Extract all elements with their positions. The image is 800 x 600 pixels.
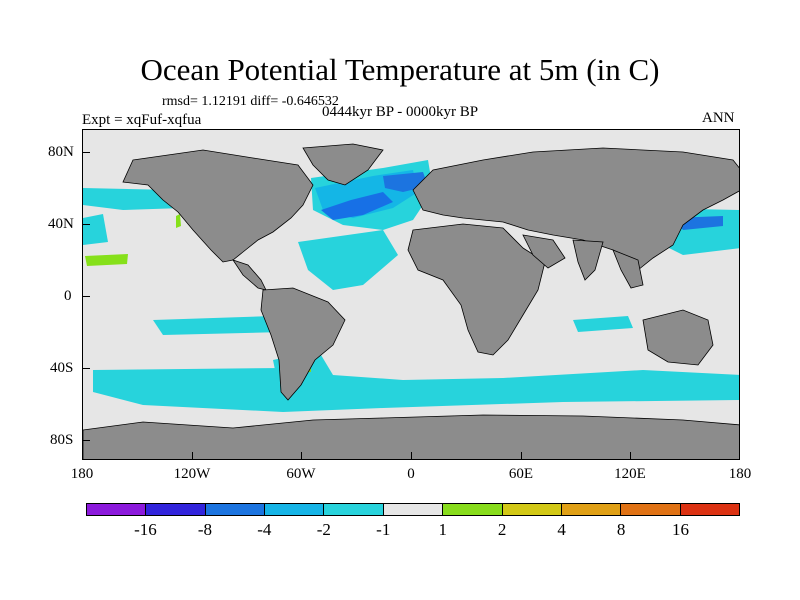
colorbar-label: -4: [257, 520, 272, 539]
lat-label-0: 0: [64, 288, 72, 304]
colorbar: [86, 503, 740, 516]
africa: [407, 223, 546, 356]
indian-subcontinent: [572, 239, 604, 281]
lon-label-120e: 120E: [614, 466, 646, 482]
southern-ocean-band: [93, 368, 739, 412]
lat-label-40n: 40N: [48, 216, 74, 232]
northeast-pacific-anomaly: [83, 214, 108, 245]
colorbar-swatch: [265, 504, 325, 515]
colorbar-swatch: [87, 504, 147, 515]
lat-tick: [82, 368, 90, 369]
lon-label-180w: 180: [70, 466, 94, 482]
colorbar-swatch: [680, 504, 739, 515]
lon-tick: [411, 452, 412, 460]
lat-tick: [82, 296, 90, 297]
lon-label-120w: 120W: [173, 466, 211, 482]
lat-label-80s: 80S: [50, 432, 74, 448]
stats-line: rmsd= 1.12191 diff= -0.646532: [162, 94, 339, 109]
australia: [642, 309, 714, 366]
colorbar-swatch: [561, 504, 622, 515]
arabian-peninsula: [522, 234, 566, 269]
lon-label-180e: 180: [728, 466, 752, 482]
north-america: [122, 149, 314, 263]
colorbar-label: 1: [438, 520, 447, 539]
lon-label-60e: 60E: [508, 466, 534, 482]
world-map: [83, 130, 739, 459]
north-atlantic-core-anomaly: [321, 192, 393, 220]
experiment-label: Expt = xqFuf-xqfua: [82, 112, 202, 128]
greenland: [302, 143, 384, 186]
indian-ocean-band: [573, 316, 633, 332]
lat-tick: [82, 152, 90, 153]
colorbar-label: -16: [134, 520, 157, 539]
colorbar-swatch: [383, 504, 444, 515]
lon-tick: [630, 452, 631, 460]
colorbar-label: -1: [376, 520, 391, 539]
season-label: ANN: [702, 110, 735, 126]
hawaii-warm-anomaly: [85, 254, 128, 266]
colorbar-swatch: [146, 504, 206, 515]
lat-label-80n: 80N: [48, 144, 74, 160]
south-america: [260, 287, 346, 401]
south-pacific-band: [153, 316, 283, 335]
map-panel: [82, 129, 740, 460]
lat-label-40s: 40S: [50, 360, 74, 376]
land-masses: [83, 143, 739, 459]
eurasia: [412, 147, 739, 271]
lon-tick: [521, 452, 522, 460]
plot-title: Ocean Potential Temperature at 5m (in C): [140, 52, 660, 87]
lon-label-60w: 60W: [286, 466, 316, 482]
colorbar-label: -8: [197, 520, 212, 539]
colorbar-label: -2: [316, 520, 331, 539]
lat-tick: [82, 440, 90, 441]
lon-tick: [192, 452, 193, 460]
colorbar-swatch: [205, 504, 266, 515]
colorbar-swatch: [324, 504, 384, 515]
lon-tick: [301, 452, 302, 460]
lon-label-0: 0: [407, 466, 415, 482]
colorbar-label: 16: [672, 520, 690, 539]
colorbar-swatch: [621, 504, 681, 515]
southeast-asia: [612, 249, 644, 289]
colorbar-swatch: [502, 504, 562, 515]
tropical-atlantic-anomaly: [298, 230, 398, 290]
antarctica: [83, 414, 739, 459]
lat-tick: [82, 224, 90, 225]
west-pacific-warm-anomaly: [176, 214, 181, 228]
colorbar-label: 2: [497, 520, 507, 539]
colorbar-swatch: [443, 504, 503, 515]
colorbar-label: 8: [616, 520, 626, 539]
period-label: 0444kyr BP - 0000kyr BP: [322, 104, 479, 120]
colorbar-label: 4: [557, 520, 566, 539]
